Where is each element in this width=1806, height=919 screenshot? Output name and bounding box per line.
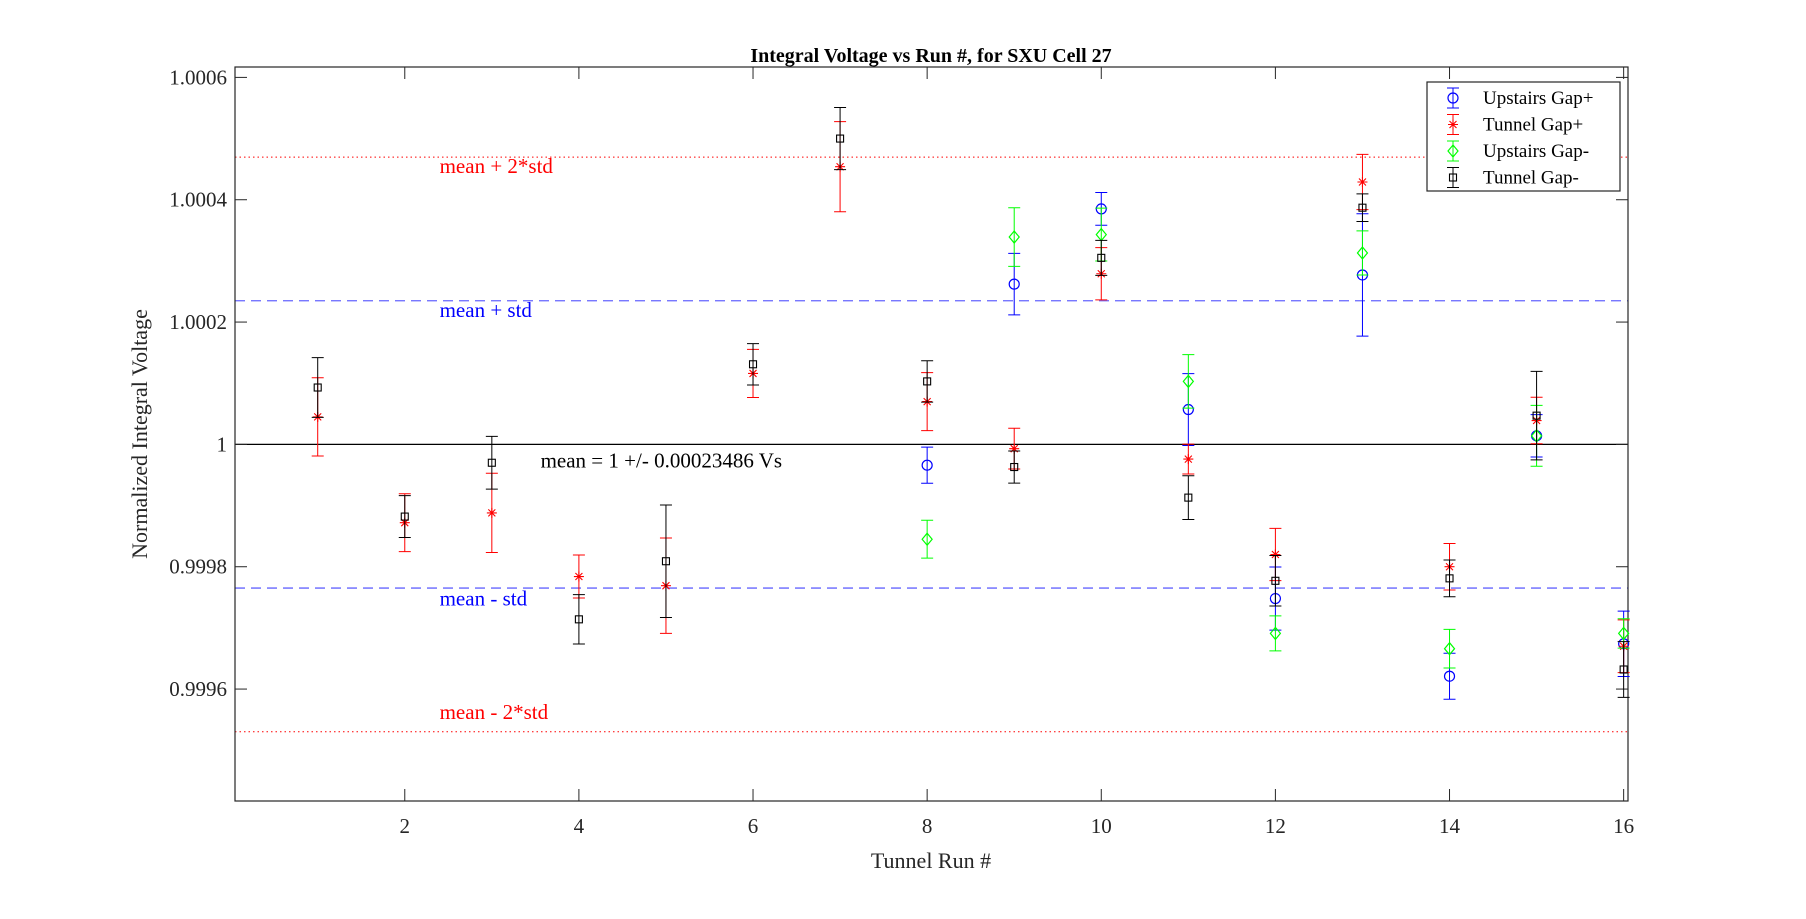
data-point-upstairs-gap	[1617, 626, 1630, 641]
error-bar-tunnel-gap	[1269, 555, 1282, 607]
y-tick-label: 1.0006	[169, 65, 227, 89]
data-point-upstairs-gap	[1356, 246, 1369, 260]
data-point-tunnel-gap	[1184, 493, 1193, 502]
data-point-tunnel-gap	[574, 615, 583, 624]
data-point-upstairs-gap	[1008, 278, 1020, 290]
legend-marker-icon	[1448, 173, 1458, 182]
y-tick-label: 1	[217, 432, 228, 456]
data-point-tunnel-gap	[573, 571, 584, 582]
chart-title: Integral Voltage vs Run #, for SXU Cell …	[750, 45, 1111, 67]
error-bar-tunnel-gap	[1356, 193, 1369, 222]
error-bar-tunnel-gap	[1530, 370, 1543, 461]
legend-entry: Upstairs Gap+	[1483, 88, 1593, 109]
legend-entry: Upstairs Gap-	[1483, 141, 1589, 162]
data-point-tunnel-gap	[1619, 665, 1628, 674]
data-point-tunnel-gap	[1009, 443, 1020, 454]
error-bar-upstairs-gap	[1269, 615, 1282, 652]
y-tick-label: 0.9996	[169, 677, 227, 701]
y-tick-label: 0.9998	[169, 555, 227, 579]
data-point-tunnel-gap	[748, 360, 758, 369]
error-bar-upstairs-gap	[1008, 207, 1021, 267]
data-point-upstairs-gap	[1182, 374, 1195, 389]
error-bar-upstairs-gap	[1356, 230, 1369, 276]
data-point-upstairs-gap	[1269, 626, 1282, 641]
data-point-upstairs-gap	[1443, 641, 1456, 656]
legend-marker-icon	[1448, 119, 1458, 130]
annotation-4: mean - 2*std	[440, 700, 549, 724]
error-bar-tunnel-gap	[1008, 450, 1021, 484]
data-point-upstairs-gap	[1443, 670, 1456, 682]
error-bar-tunnel-gap	[659, 504, 672, 618]
y-tick-label: 1.0004	[169, 188, 227, 212]
x-tick-label: 10	[1091, 814, 1112, 838]
error-bar-tunnel-gap	[311, 357, 324, 418]
annotation-3: mean - std	[440, 586, 528, 610]
annotation-1: mean + std	[440, 298, 533, 322]
data-point-tunnel-gap	[486, 507, 497, 518]
y-tick-label: 1.0002	[169, 310, 227, 334]
data-point-tunnel-gap	[1097, 253, 1106, 262]
error-bar-tunnel-gap	[1182, 475, 1195, 520]
x-tick-label: 4	[574, 814, 585, 838]
data-point-tunnel-gap	[661, 557, 671, 566]
data-point-upstairs-gap	[921, 459, 933, 471]
data-point-tunnel-gap	[487, 458, 496, 467]
error-bar-upstairs-gap	[921, 446, 934, 484]
data-point-tunnel-gap	[836, 134, 845, 143]
error-bar-tunnel-gap	[1443, 559, 1456, 598]
annotation-0: mean + 2*std	[440, 154, 554, 178]
error-bar-tunnel-gap	[572, 594, 585, 645]
data-point-tunnel-gap	[923, 377, 932, 386]
error-bar-upstairs-gap	[921, 519, 934, 559]
data-point-tunnel-gap	[1445, 574, 1454, 583]
error-bar-tunnel-gap	[921, 360, 934, 403]
data-point-tunnel-gap	[1010, 462, 1019, 472]
data-point-upstairs-gap	[921, 532, 933, 547]
error-bar-upstairs-gap	[1182, 354, 1195, 409]
error-bar-tunnel-gap	[1095, 239, 1108, 276]
legend-errorbar-icon	[1447, 167, 1459, 188]
error-bar-upstairs-gap	[1443, 628, 1456, 669]
plot-area: mean + 2*std mean + std mean = 1 +/- 0.000…	[169, 65, 1634, 838]
data-point-tunnel-gap	[313, 383, 322, 392]
x-tick-label: 12	[1265, 814, 1286, 838]
legend-entry: Tunnel Gap-	[1483, 168, 1579, 189]
axes-box	[234, 66, 1629, 802]
error-bar-tunnel-gap	[834, 107, 847, 171]
y-axis-label: Normalized Integral Voltage	[127, 309, 152, 559]
error-bar-tunnel-gap	[747, 343, 760, 386]
legend-marker-icon	[1447, 144, 1459, 158]
x-tick-label: 8	[922, 814, 933, 838]
error-bar-tunnel-gap	[485, 435, 498, 490]
x-tick-label: 2	[400, 814, 411, 838]
data-point-tunnel-gap	[400, 512, 409, 521]
legend	[1426, 81, 1621, 192]
x-tick-label: 16	[1613, 814, 1634, 838]
data-point-upstairs-gap	[1008, 230, 1020, 244]
annotation-2: mean = 1 +/- 0.00023486 Vs	[541, 449, 782, 473]
legend-marker-icon	[1447, 92, 1459, 104]
x-tick-label: 14	[1439, 814, 1461, 838]
legend-entry: Tunnel Gap+	[1483, 115, 1583, 136]
error-bar-tunnel-gap	[1617, 641, 1630, 698]
legend-errorbar-icon	[1447, 87, 1459, 109]
x-axis-label: Tunnel Run #	[871, 848, 991, 873]
data-point-tunnel-gap	[1183, 454, 1194, 465]
data-point-tunnel-gap	[1358, 203, 1367, 212]
x-tick-label: 6	[748, 814, 759, 838]
data-point-tunnel-gap	[1271, 576, 1280, 585]
data-point-tunnel-gap	[1270, 549, 1281, 560]
data-point-tunnel-gap	[1357, 176, 1368, 187]
data-point-tunnel-gap	[1532, 411, 1541, 420]
error-bar-tunnel-gap	[398, 495, 411, 539]
